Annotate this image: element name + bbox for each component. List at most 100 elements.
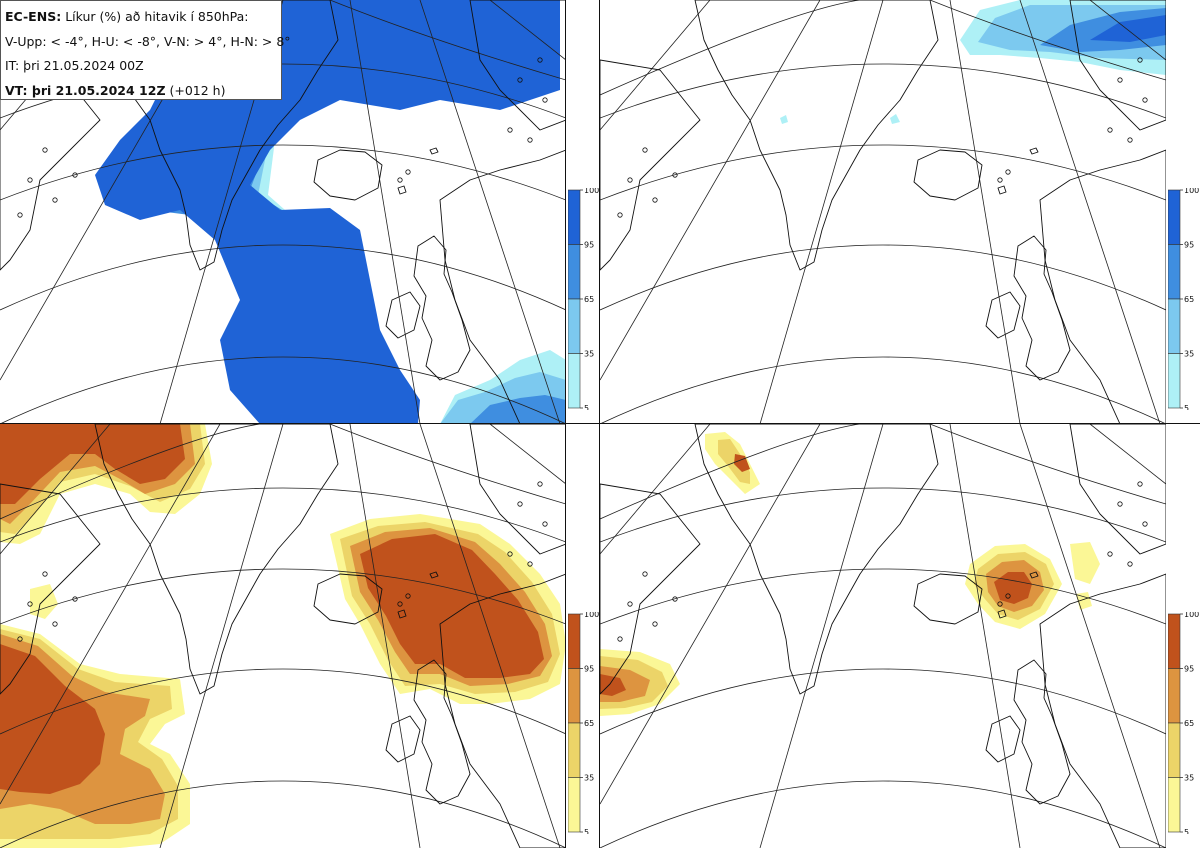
model-label: EC-ENS: [5, 9, 62, 24]
coastline-canada [600, 59, 701, 271]
probability-contour [1070, 542, 1100, 584]
coastline-svalbard [1069, 0, 1166, 131]
colorbar-segment [1167, 668, 1181, 724]
colorbar-tick-label: 5 [584, 828, 589, 834]
colorbar-tick-label: 100 [584, 188, 599, 195]
coastline-faroes [397, 185, 407, 195]
island-outline [42, 147, 48, 153]
map-title: Líkur (%) að hitavik í 850hPa: [65, 9, 249, 24]
colorbar-tick-label: 95 [1184, 241, 1194, 250]
coastline-britain [1013, 659, 1071, 805]
coastline-faroes [997, 185, 1007, 195]
coastline-canada [600, 483, 701, 695]
graticule-line [759, 0, 884, 424]
map-warm-8-svg [600, 424, 1166, 848]
map-panel-warm-4 [0, 424, 566, 848]
graticule-line [349, 424, 421, 848]
probability-contour [360, 534, 544, 678]
coastline-britain [413, 235, 471, 381]
coastline-scandinavia [439, 573, 566, 848]
colorbar-segment [1167, 722, 1181, 778]
coastline-ireland [385, 291, 421, 339]
probability-contour [0, 424, 185, 504]
probability-contour [30, 584, 58, 619]
graticule-line [0, 424, 111, 555]
coastline-ireland [985, 291, 1021, 339]
island-outline [617, 212, 623, 218]
graticule-line [0, 424, 221, 805]
graticule-line [600, 63, 1166, 119]
island-outline [542, 97, 548, 103]
map-panel-cold-4 [0, 0, 566, 424]
colorbar-tick-label: 65 [584, 719, 594, 728]
graticule-line [329, 424, 566, 505]
island-outline [672, 172, 678, 178]
colorbar-segment [1167, 244, 1181, 300]
colorbar-segment [567, 668, 581, 724]
probability-contour [1090, 15, 1166, 42]
coastline-faroes [397, 609, 407, 619]
panel-border [0, 423, 1200, 424]
graticule-line [600, 780, 1166, 848]
island-outline [1137, 481, 1143, 487]
probability-contour [718, 439, 750, 484]
coastline-iceland [913, 149, 983, 201]
island-outline [52, 197, 58, 203]
map-panel-cold-8 [600, 0, 1166, 424]
graticule-line [489, 424, 566, 485]
island-outline [517, 501, 523, 507]
graticule-line [600, 144, 1166, 201]
graticule-line [1089, 424, 1166, 485]
graticule-line [600, 487, 1166, 543]
coastline-ireland [385, 715, 421, 763]
island-outline [1005, 169, 1011, 175]
island-outline [537, 481, 543, 487]
graticule-line [0, 668, 566, 735]
colorbar-tick-label: 95 [584, 241, 594, 250]
island-outline [1127, 137, 1133, 143]
island-outline [507, 551, 513, 557]
coastline-greenland [694, 0, 939, 271]
island-outline [997, 601, 1003, 607]
island-outline [27, 177, 33, 183]
graticule-line [159, 424, 284, 848]
colorbar-tick-label: 35 [1184, 774, 1194, 783]
map-cold-8-svg [600, 0, 1166, 424]
colorbar-segment [567, 353, 581, 409]
colorbar-tick-label: 35 [1184, 350, 1194, 359]
coastline-iceland [313, 573, 383, 625]
coastline-greenland [94, 424, 339, 695]
island-outline [627, 601, 633, 607]
graticule-line [929, 424, 1166, 505]
coastline-iceland [313, 149, 383, 201]
island-outline [642, 571, 648, 577]
graticule-line [0, 568, 566, 625]
colorbar-segment [567, 244, 581, 300]
colorbar-warm: 100 95 65 35 5 [567, 610, 600, 837]
probability-contour [780, 115, 788, 124]
colorbar-svg: 100 95 65 35 5 [1167, 610, 1199, 837]
graticule-line [600, 668, 1166, 735]
island-outline [1142, 521, 1148, 527]
graticule-line [0, 144, 566, 201]
panel-border [565, 0, 566, 848]
island-outline [1127, 561, 1133, 567]
island-outline [537, 57, 543, 63]
colorbar-tick-label: 65 [1184, 719, 1194, 728]
graticule-line [600, 0, 711, 131]
island-outline [652, 197, 658, 203]
probability-contour [890, 114, 900, 124]
colorbar-tick-label: 5 [1184, 828, 1189, 834]
coastline-greenland [694, 424, 939, 695]
graticule-line [600, 244, 1166, 311]
graticule-line [0, 244, 566, 311]
coastline-scandinavia [1039, 149, 1166, 424]
island-outline [517, 77, 523, 83]
island-outline [1142, 97, 1148, 103]
island-outline [642, 147, 648, 153]
colorbar-segment [567, 298, 581, 354]
graticule-line [489, 0, 566, 61]
colorbar-tick-label: 5 [584, 404, 589, 410]
island-outline [52, 621, 58, 627]
colorbar-svg: 100 95 65 35 5 [1167, 186, 1199, 413]
